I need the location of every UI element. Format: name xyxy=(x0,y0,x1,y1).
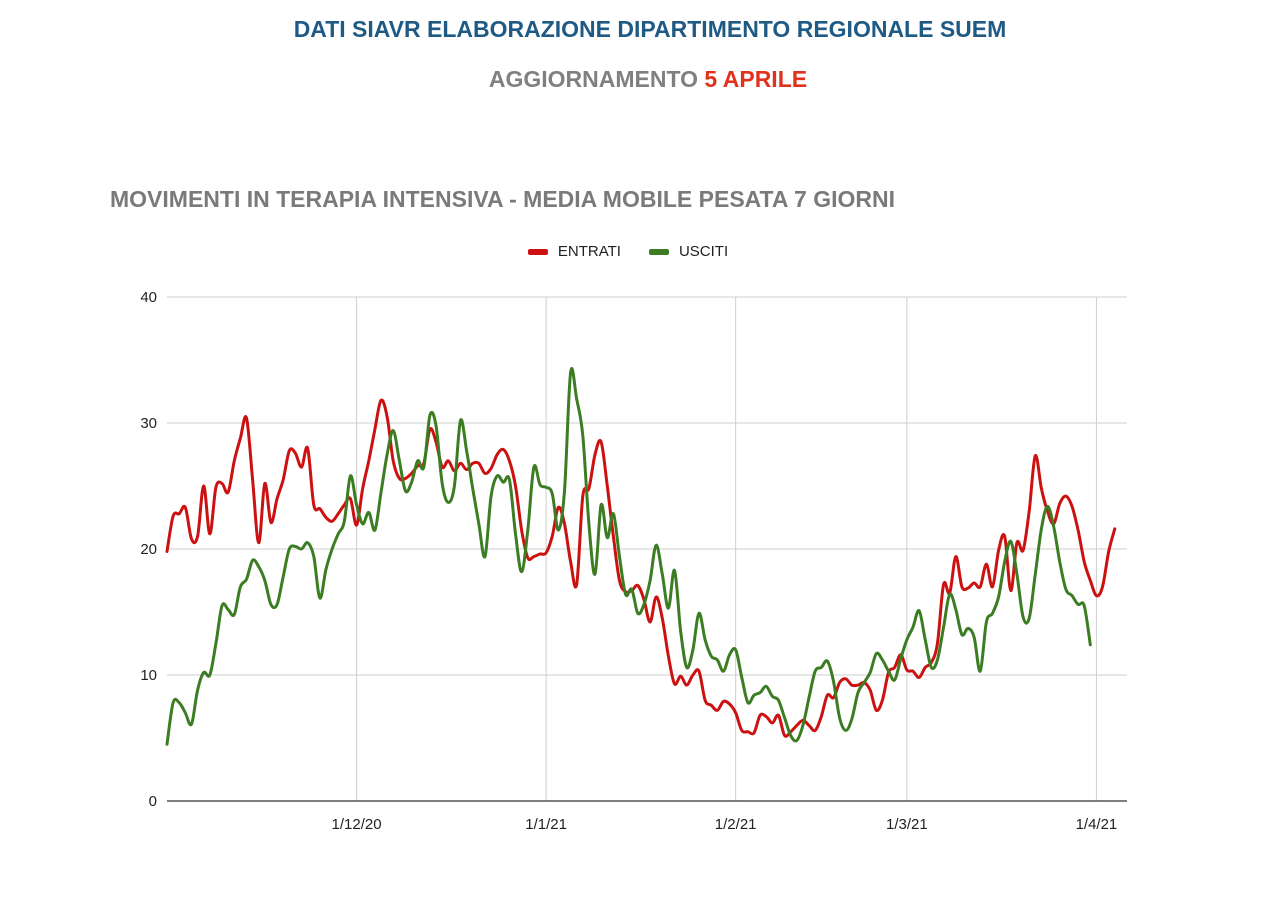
legend-label-entrati: ENTRATI xyxy=(557,243,621,260)
update-date: 5 APRILE xyxy=(704,66,808,92)
y-tick-label: 10 xyxy=(140,667,157,684)
x-tick-label: 1/4/21 xyxy=(1076,816,1118,833)
chart-title: MOVIMENTI IN TERAPIA INTENSIVA - MEDIA M… xyxy=(110,186,896,212)
x-tick-label: 1/12/20 xyxy=(332,816,382,833)
legend-swatch-entrati xyxy=(527,248,548,255)
legend-swatch-usciti xyxy=(648,248,669,255)
legend-item-usciti[interactable]: USCITI xyxy=(648,243,729,260)
page-title: DATI SIAVR ELABORAZIONE DIPARTIMENTO REG… xyxy=(293,16,1007,42)
series-line-usciti xyxy=(165,367,1092,746)
x-tick-label: 1/1/21 xyxy=(525,816,567,833)
x-tick-label: 1/2/21 xyxy=(715,816,757,833)
y-tick-label: 30 xyxy=(140,415,157,432)
series-line-entrati xyxy=(165,398,1117,738)
chart-frame xyxy=(96,146,1150,864)
legend-item-entrati[interactable]: ENTRATI xyxy=(527,243,621,260)
x-tick-label: 1/3/21 xyxy=(886,816,928,833)
chart-legend: ENTRATI USCITI xyxy=(0,243,1256,260)
y-tick-label: 20 xyxy=(140,541,157,558)
update-line: AGGIORNAMENTO 5 APRILE xyxy=(0,66,1280,93)
legend-label-usciti: USCITI xyxy=(678,243,729,260)
y-tick-label: 0 xyxy=(149,793,157,810)
update-prefix: AGGIORNAMENTO xyxy=(488,66,699,92)
y-tick-label: 40 xyxy=(140,289,157,306)
